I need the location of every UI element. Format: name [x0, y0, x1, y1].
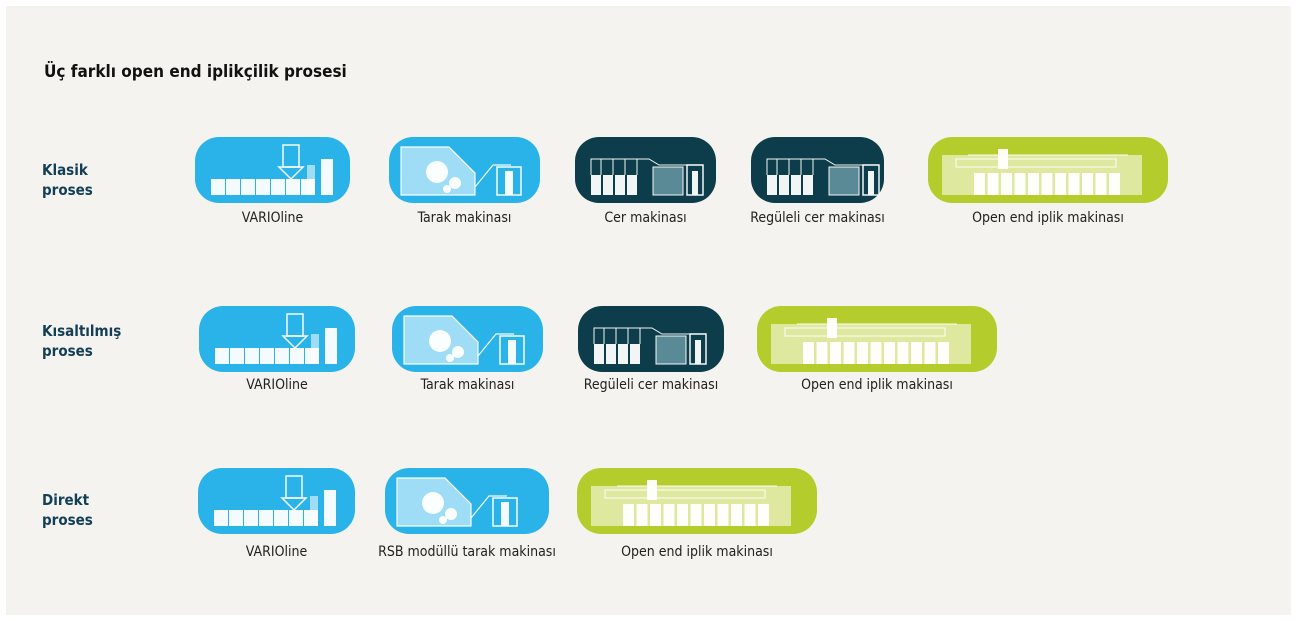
machine-icon — [928, 137, 1168, 203]
machine-icon — [195, 137, 350, 203]
machine-icon — [385, 468, 549, 534]
machine-icon — [575, 137, 716, 203]
row-label: Direkt proses — [42, 491, 93, 529]
title: Üç farklı open end iplikçilik prosesi — [44, 62, 347, 82]
machine-label: Tarak makinası — [420, 377, 515, 393]
machine-icon — [578, 306, 724, 372]
machine-icon — [199, 306, 355, 372]
row-label: Kısaltılmış proses — [42, 322, 122, 360]
machine-label: VARIOline — [245, 544, 308, 560]
machine-label: Open end iplik makinası — [621, 544, 773, 560]
machine-icon — [757, 306, 997, 372]
machine-label: Open end iplik makinası — [972, 210, 1124, 226]
machine-icon — [389, 137, 540, 203]
machine-icon — [751, 137, 884, 203]
machine-icon — [198, 468, 355, 534]
machine-label: Open end iplik makinası — [801, 377, 953, 393]
machine-label: RSB modüllü tarak makinası — [378, 544, 556, 560]
machine-label: VARIOline — [241, 210, 304, 226]
machine-icon — [577, 468, 817, 534]
row-label: Klasik proses — [42, 161, 93, 199]
machine-label: VARIOline — [246, 377, 308, 393]
machine-icon — [392, 306, 543, 372]
machine-label: Regüleli cer makinası — [583, 377, 719, 393]
machine-label: Cer makinası — [604, 210, 687, 226]
machine-label: Tarak makinası — [417, 210, 512, 226]
machine-label: Regüleli cer makinası — [750, 210, 885, 226]
